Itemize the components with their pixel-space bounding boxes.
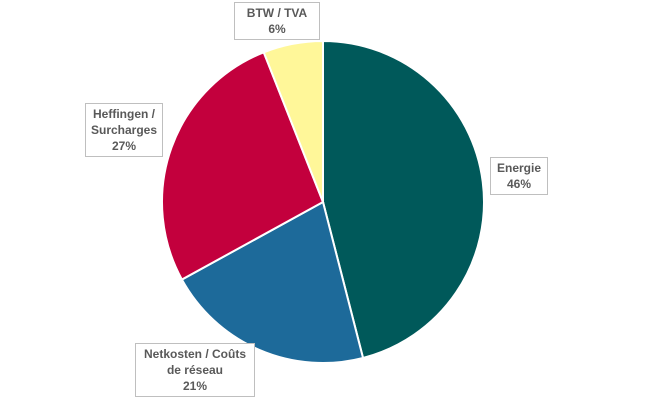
data-label-name: Netkosten / Coûts [143, 347, 246, 361]
data-label-value: 6% [268, 22, 286, 36]
data-label-name: BTW / TVA [246, 6, 308, 20]
data-label-name: de réseau [166, 363, 224, 377]
pie-slice-heffingen [161, 51, 325, 281]
data-label-value: 27% [111, 139, 137, 153]
data-label-heffingen: Heffingen / Surcharges 27% [85, 103, 163, 157]
data-label-btw: BTW / TVA 6% [234, 2, 320, 40]
pie-slice-netkosten [180, 200, 365, 364]
data-label-name: Energie [496, 161, 541, 175]
data-label-name: Heffingen / [93, 107, 155, 121]
data-label-value: 46% [506, 177, 532, 191]
data-label-energie: Energie 46% [490, 157, 548, 195]
pie-slice-energie [322, 39, 485, 360]
data-label-value: 21% [182, 379, 208, 393]
data-label-name: Surcharges [90, 123, 158, 137]
data-label-netkosten: Netkosten / Coûts de réseau 21% [135, 343, 255, 397]
pie-slice-btw [262, 39, 324, 203]
